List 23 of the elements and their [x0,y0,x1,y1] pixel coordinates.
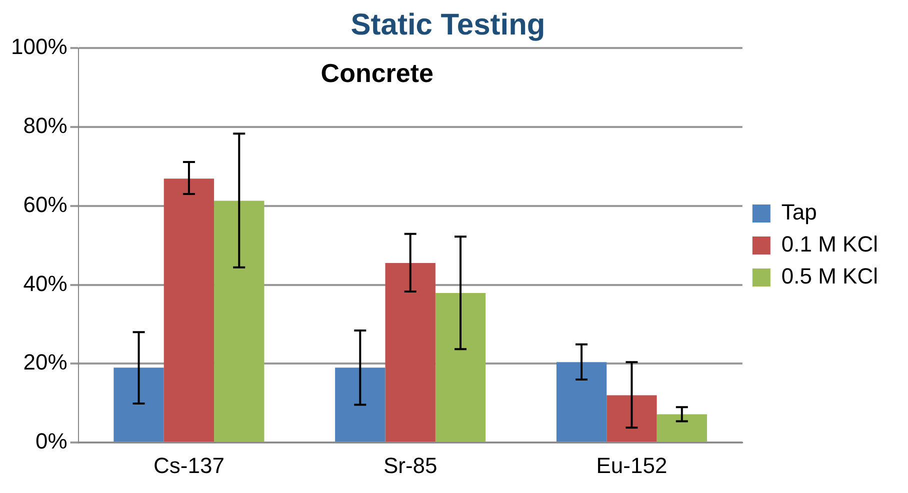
x-tick-label: Sr-85 [383,452,438,478]
bar [656,414,707,442]
y-tick-label: 40% [23,270,68,296]
bar [114,368,164,442]
bar [385,263,436,442]
annotation: Concrete [320,58,434,88]
bar [556,362,607,442]
y-tick-label: 20% [23,350,68,375]
bar [335,368,386,442]
legend-label: 0.5 M KCl [781,264,878,289]
bar [435,293,486,442]
chart-title: Static Testing [350,8,546,42]
x-tick-label: Cs-137 [154,452,224,478]
y-tick-label: 100% [10,34,68,60]
y-tick-label: 80% [23,112,68,138]
bar [214,200,264,442]
bar [606,395,657,442]
bar [164,178,214,442]
legend-label: Tap [781,200,817,225]
y-tick-label: 0% [35,428,68,454]
x-tick-label: Eu-152 [596,452,668,478]
y-tick-label: 60% [23,192,68,217]
legend-label: 0.1 M KCl [781,232,878,257]
